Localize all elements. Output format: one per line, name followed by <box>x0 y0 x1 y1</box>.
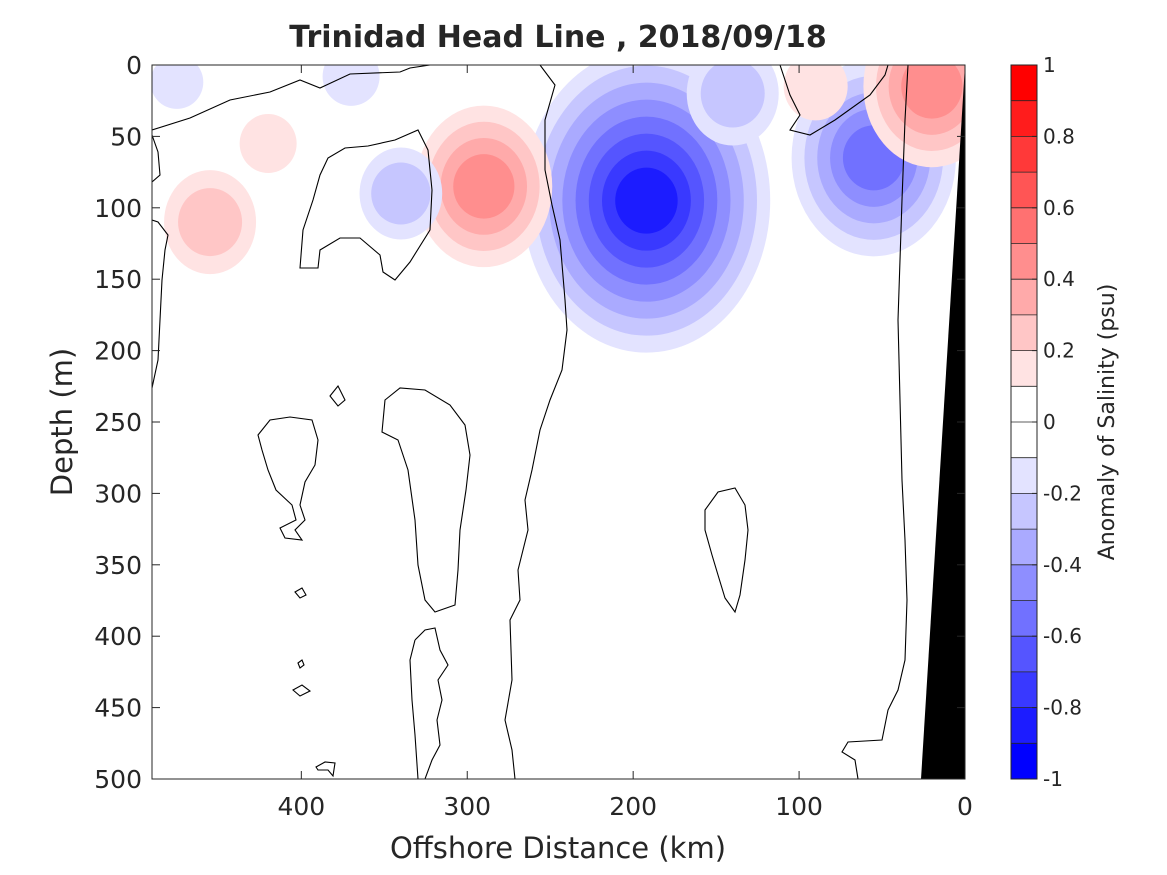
colorbar-swatch <box>1011 529 1037 565</box>
zero-contour <box>381 387 471 613</box>
anomaly-level-band <box>453 154 515 219</box>
colorbar-swatch <box>1011 671 1037 708</box>
zero-contour <box>152 134 161 183</box>
zero-contour <box>329 384 346 407</box>
anomaly-level-band <box>371 162 431 225</box>
x-axis-label: Offshore Distance (km) <box>390 831 726 865</box>
anomaly-level-band <box>901 65 963 119</box>
salinity-low-anomaly <box>522 65 771 353</box>
colorbar-swatch <box>1011 457 1037 494</box>
colorbar-swatch <box>1011 136 1037 173</box>
colorbar-tick-label: -0.8 <box>1043 696 1082 720</box>
colorbar-tick-label: -0.4 <box>1043 553 1082 577</box>
zero-contour <box>414 627 449 779</box>
zero-contour <box>297 659 305 669</box>
y-tick-label: 200 <box>94 337 142 366</box>
salinity-low-anomaly <box>359 147 443 240</box>
anomaly-level-band <box>615 167 678 234</box>
colorbar-swatch <box>1011 65 1037 101</box>
salinity-high-anomaly <box>239 114 297 174</box>
colorbar-tick-label: 0.2 <box>1043 339 1075 363</box>
colorbar-swatch <box>1011 636 1037 672</box>
zero-contour <box>152 219 169 389</box>
colorbar-swatch <box>1011 493 1037 530</box>
y-axis-label: Depth (m) <box>45 348 79 496</box>
colorbar-tick-label: 0.4 <box>1043 267 1075 291</box>
anomaly-level-band <box>700 65 765 128</box>
colorbar-swatch <box>1011 279 1037 315</box>
y-tick-label: 50 <box>110 122 142 151</box>
y-tick-label: 300 <box>94 479 142 508</box>
colorbar-tick-label: -1 <box>1043 767 1063 791</box>
plot-area <box>151 64 966 780</box>
zero-contour <box>504 65 568 779</box>
y-tick-label: 0 <box>126 51 142 80</box>
colorbar-tick-label: 1 <box>1043 53 1056 77</box>
x-tick-label: 0 <box>957 792 973 821</box>
y-tick-label: 100 <box>94 194 142 223</box>
colorbar-swatch <box>1011 386 1037 422</box>
colorbar-swatch <box>1011 314 1037 351</box>
zero-contour <box>779 65 889 136</box>
zero-contour <box>315 761 336 778</box>
colorbar-swatch <box>1011 243 1037 280</box>
salinity-high-anomaly <box>415 105 553 268</box>
anomaly-level-band <box>152 65 204 109</box>
colorbar-swatch <box>1011 100 1037 137</box>
x-tick-label: 200 <box>609 792 657 821</box>
colorbar-swatch <box>1011 600 1037 637</box>
colorbar-swatch <box>1011 172 1037 208</box>
colorbar-swatches <box>1011 65 1037 779</box>
colorbar-tick-label: 0.6 <box>1043 196 1075 220</box>
zero-contour <box>292 684 312 697</box>
colorbar: 1 0.8 0.6 0.4 0.2 0 -0.2 -0.4 -0.6 -0.8 -1 Anomaly… <box>1010 53 1120 791</box>
anomaly-level-band <box>783 65 848 121</box>
colorbar-tick-label: -0.2 <box>1043 481 1082 505</box>
x-axis: 400 300 200 100 0 <box>277 65 973 821</box>
zero-contour <box>152 65 431 131</box>
salinity-low-anomaly <box>322 65 380 106</box>
colorbar-tick-label: 0 <box>1043 410 1056 434</box>
y-axis: 0 50 100 150 200 250 300 350 400 450 500 <box>94 51 965 794</box>
salinity-high-anomaly <box>783 65 848 121</box>
y-tick-label: 250 <box>94 408 142 437</box>
anomaly-field <box>152 65 965 353</box>
chart-title: Trinidad Head Line , 2018/09/18 <box>289 20 826 55</box>
colorbar-swatch <box>1011 564 1037 601</box>
salinity-high-anomaly <box>164 170 257 275</box>
y-tick-label: 450 <box>94 694 142 723</box>
x-tick-label: 400 <box>277 792 325 821</box>
anomaly-level-band <box>178 188 243 257</box>
zero-contour <box>841 65 909 779</box>
seafloor-bathymetry <box>921 65 965 779</box>
anomaly-level-band <box>239 114 297 174</box>
x-tick-label: 100 <box>775 792 823 821</box>
colorbar-swatch <box>1011 207 1037 244</box>
x-tick-label: 300 <box>443 792 491 821</box>
anomaly-level-band <box>322 65 380 106</box>
colorbar-tick-label: 0.8 <box>1043 124 1075 148</box>
colorbar-swatch <box>1011 743 1037 779</box>
salinity-high-anomaly <box>863 65 965 168</box>
y-tick-label: 350 <box>94 551 142 580</box>
colorbar-swatch <box>1011 350 1037 387</box>
y-tick-label: 150 <box>94 265 142 294</box>
zero-contour <box>704 487 749 614</box>
colorbar-swatch <box>1011 422 1037 458</box>
colorbar-ticks: 1 0.8 0.6 0.4 0.2 0 -0.2 -0.4 -0.6 -0.8 -1 <box>1032 53 1082 791</box>
y-tick-label: 500 <box>94 765 142 794</box>
zero-contour-lines <box>152 65 909 779</box>
zero-contour <box>294 587 307 599</box>
zero-contour <box>257 416 319 541</box>
colorbar-tick-label: -0.6 <box>1043 624 1082 648</box>
zero-contour <box>299 129 433 281</box>
colorbar-label: Anomaly of Salinity (psu) <box>1095 284 1120 561</box>
y-tick-label: 400 <box>94 622 142 651</box>
salinity-low-anomaly <box>686 65 779 146</box>
salinity-low-anomaly <box>152 65 204 109</box>
zero-contour <box>409 639 419 779</box>
colorbar-swatch <box>1011 707 1037 744</box>
